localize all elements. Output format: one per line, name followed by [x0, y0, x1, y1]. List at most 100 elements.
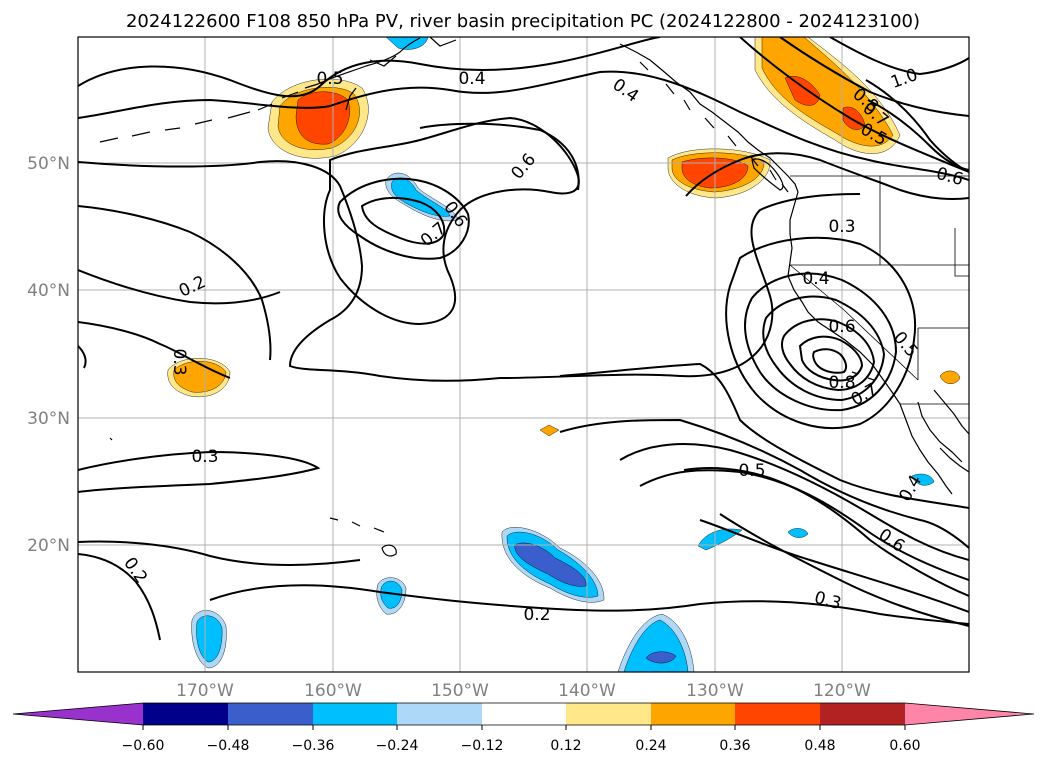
colorbar: −0.60 −0.48 −0.36 −0.24 −0.12 0.12 0.24 …	[12, 702, 1035, 754]
colorbar-tick-label: −0.36	[292, 738, 335, 754]
lon-label: 120°W	[813, 681, 871, 701]
colorbar-tick-label: 0.36	[719, 738, 750, 754]
pv-contour	[779, 37, 969, 117]
colorbar-tick-label: −0.24	[376, 738, 419, 754]
pv-contour	[78, 321, 231, 379]
pv-contour	[685, 152, 969, 201]
pv-contour	[781, 318, 876, 392]
map-title: 2024122600 F108 850 hPa PV, river basin …	[126, 11, 920, 32]
contour-label: 0.8	[828, 373, 855, 393]
pv-contour	[739, 37, 969, 173]
colorbar-tick-label: −0.48	[207, 738, 250, 754]
lon-label: 150°W	[431, 681, 489, 701]
negative-anomaly-region	[196, 615, 223, 663]
contour-label: 0.5	[316, 69, 343, 89]
colorbar-tick-label: 0.12	[550, 738, 581, 754]
negative-anomaly-region	[787, 528, 809, 538]
colorbar-tick-labels: −0.60 −0.48 −0.36 −0.24 −0.12 0.12 0.24 …	[122, 738, 921, 754]
bc-coast	[619, 43, 799, 193]
lat-label: 50°N	[27, 154, 70, 174]
negative-anomaly-region	[391, 177, 451, 217]
contour-label: 0.4	[458, 69, 485, 89]
colorbar-ticks	[142, 725, 906, 730]
colorbar-segment	[228, 703, 313, 725]
pv-contour	[78, 553, 161, 641]
colorbar-segment	[482, 703, 566, 725]
pv-contour	[744, 272, 898, 412]
mainland-mexico	[933, 389, 969, 473]
state-borders	[789, 175, 969, 405]
dot-island	[109, 437, 113, 441]
positive-anomaly-region	[784, 76, 821, 106]
lon-label: 130°W	[686, 681, 744, 701]
pv-contour	[725, 236, 916, 429]
colorbar-tick-label: 0.48	[804, 738, 835, 754]
map-frame	[77, 36, 970, 673]
lat-label: 40°N	[27, 281, 70, 301]
contour-label: 0.4	[802, 269, 829, 289]
colorbar-segment	[397, 703, 482, 725]
contour-label: 0.6	[828, 317, 855, 337]
pv-contour	[78, 450, 321, 493]
pv-contour	[865, 79, 969, 173]
lon-label: 140°W	[558, 681, 616, 701]
pv-contour	[78, 160, 861, 382]
pv-contour	[78, 345, 87, 369]
pv-contour	[559, 418, 969, 549]
aleutian-islands	[99, 83, 319, 143]
colorbar-tick-label: 0.24	[635, 738, 666, 754]
map-panel: 0.4 0.4 0.5 1.0 0.8 0.7 0.5 0.6 0.6 0.6 …	[78, 37, 969, 672]
negative-anomaly-region	[645, 651, 677, 664]
lat-label: 20°N	[27, 536, 70, 556]
lon-label: 160°W	[304, 681, 362, 701]
hawaii-islands	[329, 517, 397, 557]
pv-contour	[419, 122, 580, 191]
pv-contour	[829, 37, 969, 76]
negative-anomaly-region	[911, 473, 935, 486]
colorbar-segment	[820, 703, 905, 725]
vancouver-island	[751, 158, 784, 191]
positive-anomaly-region	[173, 361, 227, 393]
latitude-labels: 50°N 40°N 30°N 20°N	[27, 154, 70, 556]
lon-label: 170°W	[176, 681, 234, 701]
positive-anomaly-region	[939, 370, 961, 384]
negative-anomaly-region	[380, 580, 403, 609]
pv-contour	[78, 269, 281, 305]
pv-contour	[209, 584, 969, 625]
colorbar-tick-label: −0.60	[122, 738, 165, 754]
pv-contour	[78, 70, 969, 181]
colorbar-extend-high	[905, 703, 1034, 725]
contour-label: 0.5	[738, 461, 765, 481]
positive-anomaly-region	[539, 424, 560, 437]
lat-label: 30°N	[27, 409, 70, 429]
colorbar-tick-label: −0.12	[461, 738, 504, 754]
pv-contour	[699, 519, 969, 613]
pv-contour	[78, 37, 661, 98]
pv-contours	[78, 37, 969, 641]
pv-contour	[78, 205, 272, 361]
colorbar-extend-low	[13, 703, 143, 725]
pv-contour	[78, 540, 361, 566]
contour-label: 0.3	[828, 217, 855, 237]
contour-label: 0.3	[169, 348, 189, 375]
negative-anomaly-region	[514, 542, 587, 587]
colorbar-segment	[566, 703, 651, 725]
bc-islands	[639, 61, 789, 193]
pv-contour	[323, 116, 580, 326]
pv-contour	[798, 335, 864, 382]
pv-contour	[559, 362, 969, 509]
colorbar-tick-label: 0.60	[889, 738, 920, 754]
contour-label: 0.3	[191, 447, 218, 467]
contour-label: 0.2	[523, 605, 550, 625]
pv-contour	[360, 196, 446, 245]
colorbar-segment	[735, 703, 820, 725]
pv-contour	[762, 295, 886, 402]
pv-contour	[619, 443, 969, 561]
baja-california	[899, 401, 963, 495]
pv-contour	[719, 513, 969, 627]
pv-contour	[683, 467, 969, 597]
colorbar-segment	[143, 703, 228, 725]
colorbar-segment	[313, 703, 397, 725]
colorbar-segment	[651, 703, 735, 725]
pv-contour	[867, 99, 969, 171]
